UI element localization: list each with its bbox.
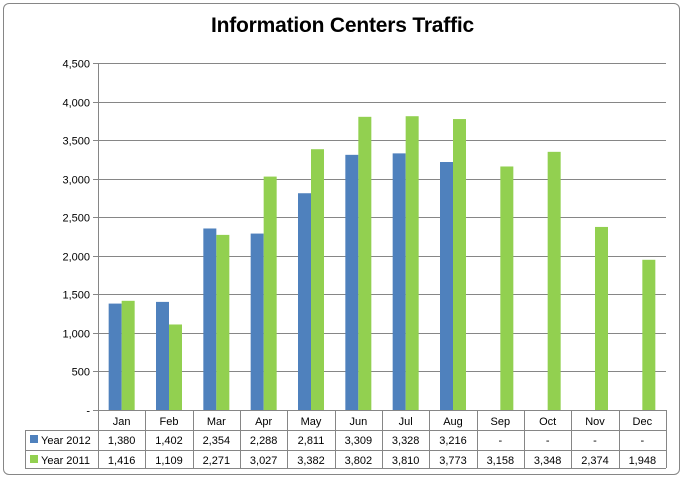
bar-year-2012-aug bbox=[440, 162, 453, 410]
legend-key bbox=[30, 435, 38, 443]
data-label: 2,288 bbox=[250, 435, 278, 447]
data-table: Jan Feb Mar Apr May Jun Jul Aug Sep Oct Nov Dec Year… bbox=[25, 410, 667, 469]
data-label: - bbox=[546, 435, 550, 447]
x-tick-label: Feb bbox=[160, 416, 179, 428]
x-tick-label: Dec bbox=[633, 416, 653, 428]
data-label: 3,328 bbox=[392, 435, 420, 447]
y-tick-label: 3,000 bbox=[62, 175, 90, 187]
bar-year-2012-jan bbox=[108, 303, 122, 410]
bar-year-2011-aug bbox=[453, 119, 466, 410]
data-label: 3,802 bbox=[345, 455, 373, 467]
bar-year-2012-mar bbox=[203, 228, 217, 410]
x-tick-label: May bbox=[301, 416, 322, 428]
data-label: - bbox=[593, 435, 597, 447]
data-label: 3,309 bbox=[345, 435, 373, 447]
gridlines bbox=[98, 63, 666, 372]
bar-year-2012-apr bbox=[250, 233, 264, 410]
data-label: 3,348 bbox=[534, 455, 562, 467]
data-label: 1,416 bbox=[108, 455, 136, 467]
bar-year-2011-feb bbox=[169, 324, 182, 410]
data-label: 3,158 bbox=[487, 455, 515, 467]
x-tick-label: Jun bbox=[349, 416, 367, 428]
data-label: 3,773 bbox=[439, 455, 467, 467]
y-tick-label: 3,500 bbox=[62, 136, 90, 148]
bar-year-2011-jul bbox=[405, 116, 419, 410]
data-label: 1,380 bbox=[108, 435, 136, 447]
y-tick-label: 500 bbox=[72, 367, 90, 379]
legend-key bbox=[30, 455, 38, 463]
data-label: 2,374 bbox=[581, 455, 609, 467]
x-tick-label: Apr bbox=[255, 416, 272, 428]
bar-year-2012-may bbox=[298, 193, 311, 410]
legend-label: Year 2012 bbox=[41, 435, 91, 447]
data-label: 3,382 bbox=[297, 455, 325, 467]
data-label: 3,216 bbox=[439, 435, 467, 447]
bar-year-2011-dec bbox=[642, 259, 656, 410]
x-tick-label: Sep bbox=[491, 416, 511, 428]
data-label: 3,027 bbox=[250, 455, 278, 467]
bars bbox=[108, 116, 656, 411]
bar-year-2011-jun bbox=[358, 116, 372, 411]
data-label: 3,810 bbox=[392, 455, 420, 467]
bar-year-2011-mar bbox=[216, 234, 230, 410]
bar-year-2011-apr bbox=[263, 176, 277, 410]
x-tick-label: Oct bbox=[539, 416, 556, 428]
y-axis: - 500 1,000 1,500 2,000 2,500 3,000 3,500 4,000 4… bbox=[62, 59, 99, 418]
chart-title: Information Centers Traffic bbox=[211, 14, 474, 37]
y-tick-label: - bbox=[86, 406, 90, 418]
y-tick-label: 2,000 bbox=[62, 252, 90, 264]
y-tick-label: 4,500 bbox=[62, 59, 90, 71]
bar-year-2011-sep bbox=[500, 166, 514, 410]
data-label: 2,271 bbox=[203, 455, 231, 467]
bar-year-2011-nov bbox=[595, 226, 608, 410]
legend-label: Year 2011 bbox=[41, 455, 90, 467]
bar-year-2011-may bbox=[311, 149, 324, 411]
x-tick-label: Jan bbox=[113, 416, 131, 428]
bar-year-2011-jan bbox=[121, 300, 135, 410]
data-label: - bbox=[498, 435, 502, 447]
x-tick-label: Jul bbox=[399, 416, 413, 428]
y-tick-label: 1,000 bbox=[62, 329, 90, 341]
bar-year-2012-jun bbox=[345, 154, 359, 410]
data-label: 1,402 bbox=[155, 435, 183, 447]
data-label: 2,354 bbox=[203, 435, 231, 447]
data-label: 2,811 bbox=[298, 435, 325, 447]
data-label: 1,109 bbox=[155, 455, 183, 467]
x-tick-label: Aug bbox=[443, 416, 463, 428]
x-tick-label: Mar bbox=[207, 416, 226, 428]
y-tick-label: 1,500 bbox=[62, 290, 90, 302]
y-tick-label: 4,000 bbox=[62, 98, 90, 110]
bar-year-2012-feb bbox=[156, 301, 169, 410]
data-label: 1,948 bbox=[629, 455, 657, 467]
bar-year-2012-jul bbox=[392, 153, 406, 411]
data-label: - bbox=[640, 435, 644, 447]
x-tick-label: Nov bbox=[585, 416, 605, 428]
y-tick-label: 2,500 bbox=[62, 213, 90, 225]
bar-year-2011-oct bbox=[547, 151, 561, 410]
